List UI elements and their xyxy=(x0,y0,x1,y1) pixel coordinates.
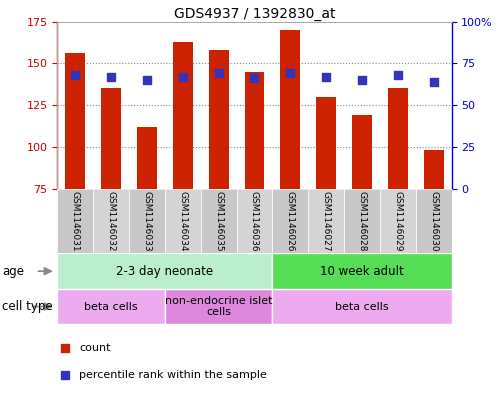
Point xyxy=(215,70,223,77)
Point xyxy=(143,77,151,83)
Bar xyxy=(308,189,344,253)
Text: 10 week adult: 10 week adult xyxy=(320,264,404,278)
Bar xyxy=(57,289,165,324)
Text: GSM1146030: GSM1146030 xyxy=(429,191,438,251)
Bar xyxy=(272,289,452,324)
Text: GSM1146035: GSM1146035 xyxy=(214,191,223,251)
Bar xyxy=(93,189,129,253)
Text: GSM1146029: GSM1146029 xyxy=(393,191,402,251)
Bar xyxy=(272,189,308,253)
Title: GDS4937 / 1392830_at: GDS4937 / 1392830_at xyxy=(174,7,335,20)
Point xyxy=(322,73,330,80)
Text: GSM1146026: GSM1146026 xyxy=(286,191,295,251)
Bar xyxy=(280,30,300,189)
Point xyxy=(430,79,438,85)
Text: cell type: cell type xyxy=(2,300,53,313)
Point xyxy=(179,73,187,80)
Bar xyxy=(173,42,193,189)
Bar xyxy=(165,289,272,324)
Bar xyxy=(57,253,272,289)
Bar xyxy=(129,189,165,253)
Point xyxy=(394,72,402,78)
Bar xyxy=(165,189,201,253)
Bar xyxy=(344,189,380,253)
Bar xyxy=(245,72,264,189)
Point xyxy=(286,70,294,77)
Text: non-endocrine islet
cells: non-endocrine islet cells xyxy=(165,296,272,317)
Point xyxy=(250,75,258,82)
Bar xyxy=(388,88,408,189)
Bar xyxy=(57,189,93,253)
Text: GSM1146034: GSM1146034 xyxy=(178,191,187,251)
Bar xyxy=(137,127,157,189)
Text: count: count xyxy=(79,343,111,353)
Point xyxy=(71,72,79,78)
Text: GSM1146032: GSM1146032 xyxy=(107,191,116,251)
Bar xyxy=(209,50,229,189)
Bar xyxy=(380,189,416,253)
Text: age: age xyxy=(2,264,24,278)
Bar xyxy=(416,189,452,253)
Text: GSM1146028: GSM1146028 xyxy=(357,191,366,251)
Text: beta cells: beta cells xyxy=(335,301,389,312)
Text: percentile rank within the sample: percentile rank within the sample xyxy=(79,370,267,380)
Text: GSM1146036: GSM1146036 xyxy=(250,191,259,251)
Bar xyxy=(316,97,336,189)
Bar xyxy=(65,53,85,189)
Text: GSM1146033: GSM1146033 xyxy=(143,191,152,251)
Bar xyxy=(201,189,237,253)
Bar xyxy=(237,189,272,253)
Point xyxy=(107,73,115,80)
Text: GSM1146031: GSM1146031 xyxy=(71,191,80,251)
Point xyxy=(358,77,366,83)
Bar xyxy=(424,150,444,189)
Bar xyxy=(352,115,372,189)
Text: beta cells: beta cells xyxy=(84,301,138,312)
Bar xyxy=(101,88,121,189)
Text: GSM1146027: GSM1146027 xyxy=(322,191,331,251)
Bar xyxy=(272,253,452,289)
Text: 2-3 day neonate: 2-3 day neonate xyxy=(116,264,214,278)
